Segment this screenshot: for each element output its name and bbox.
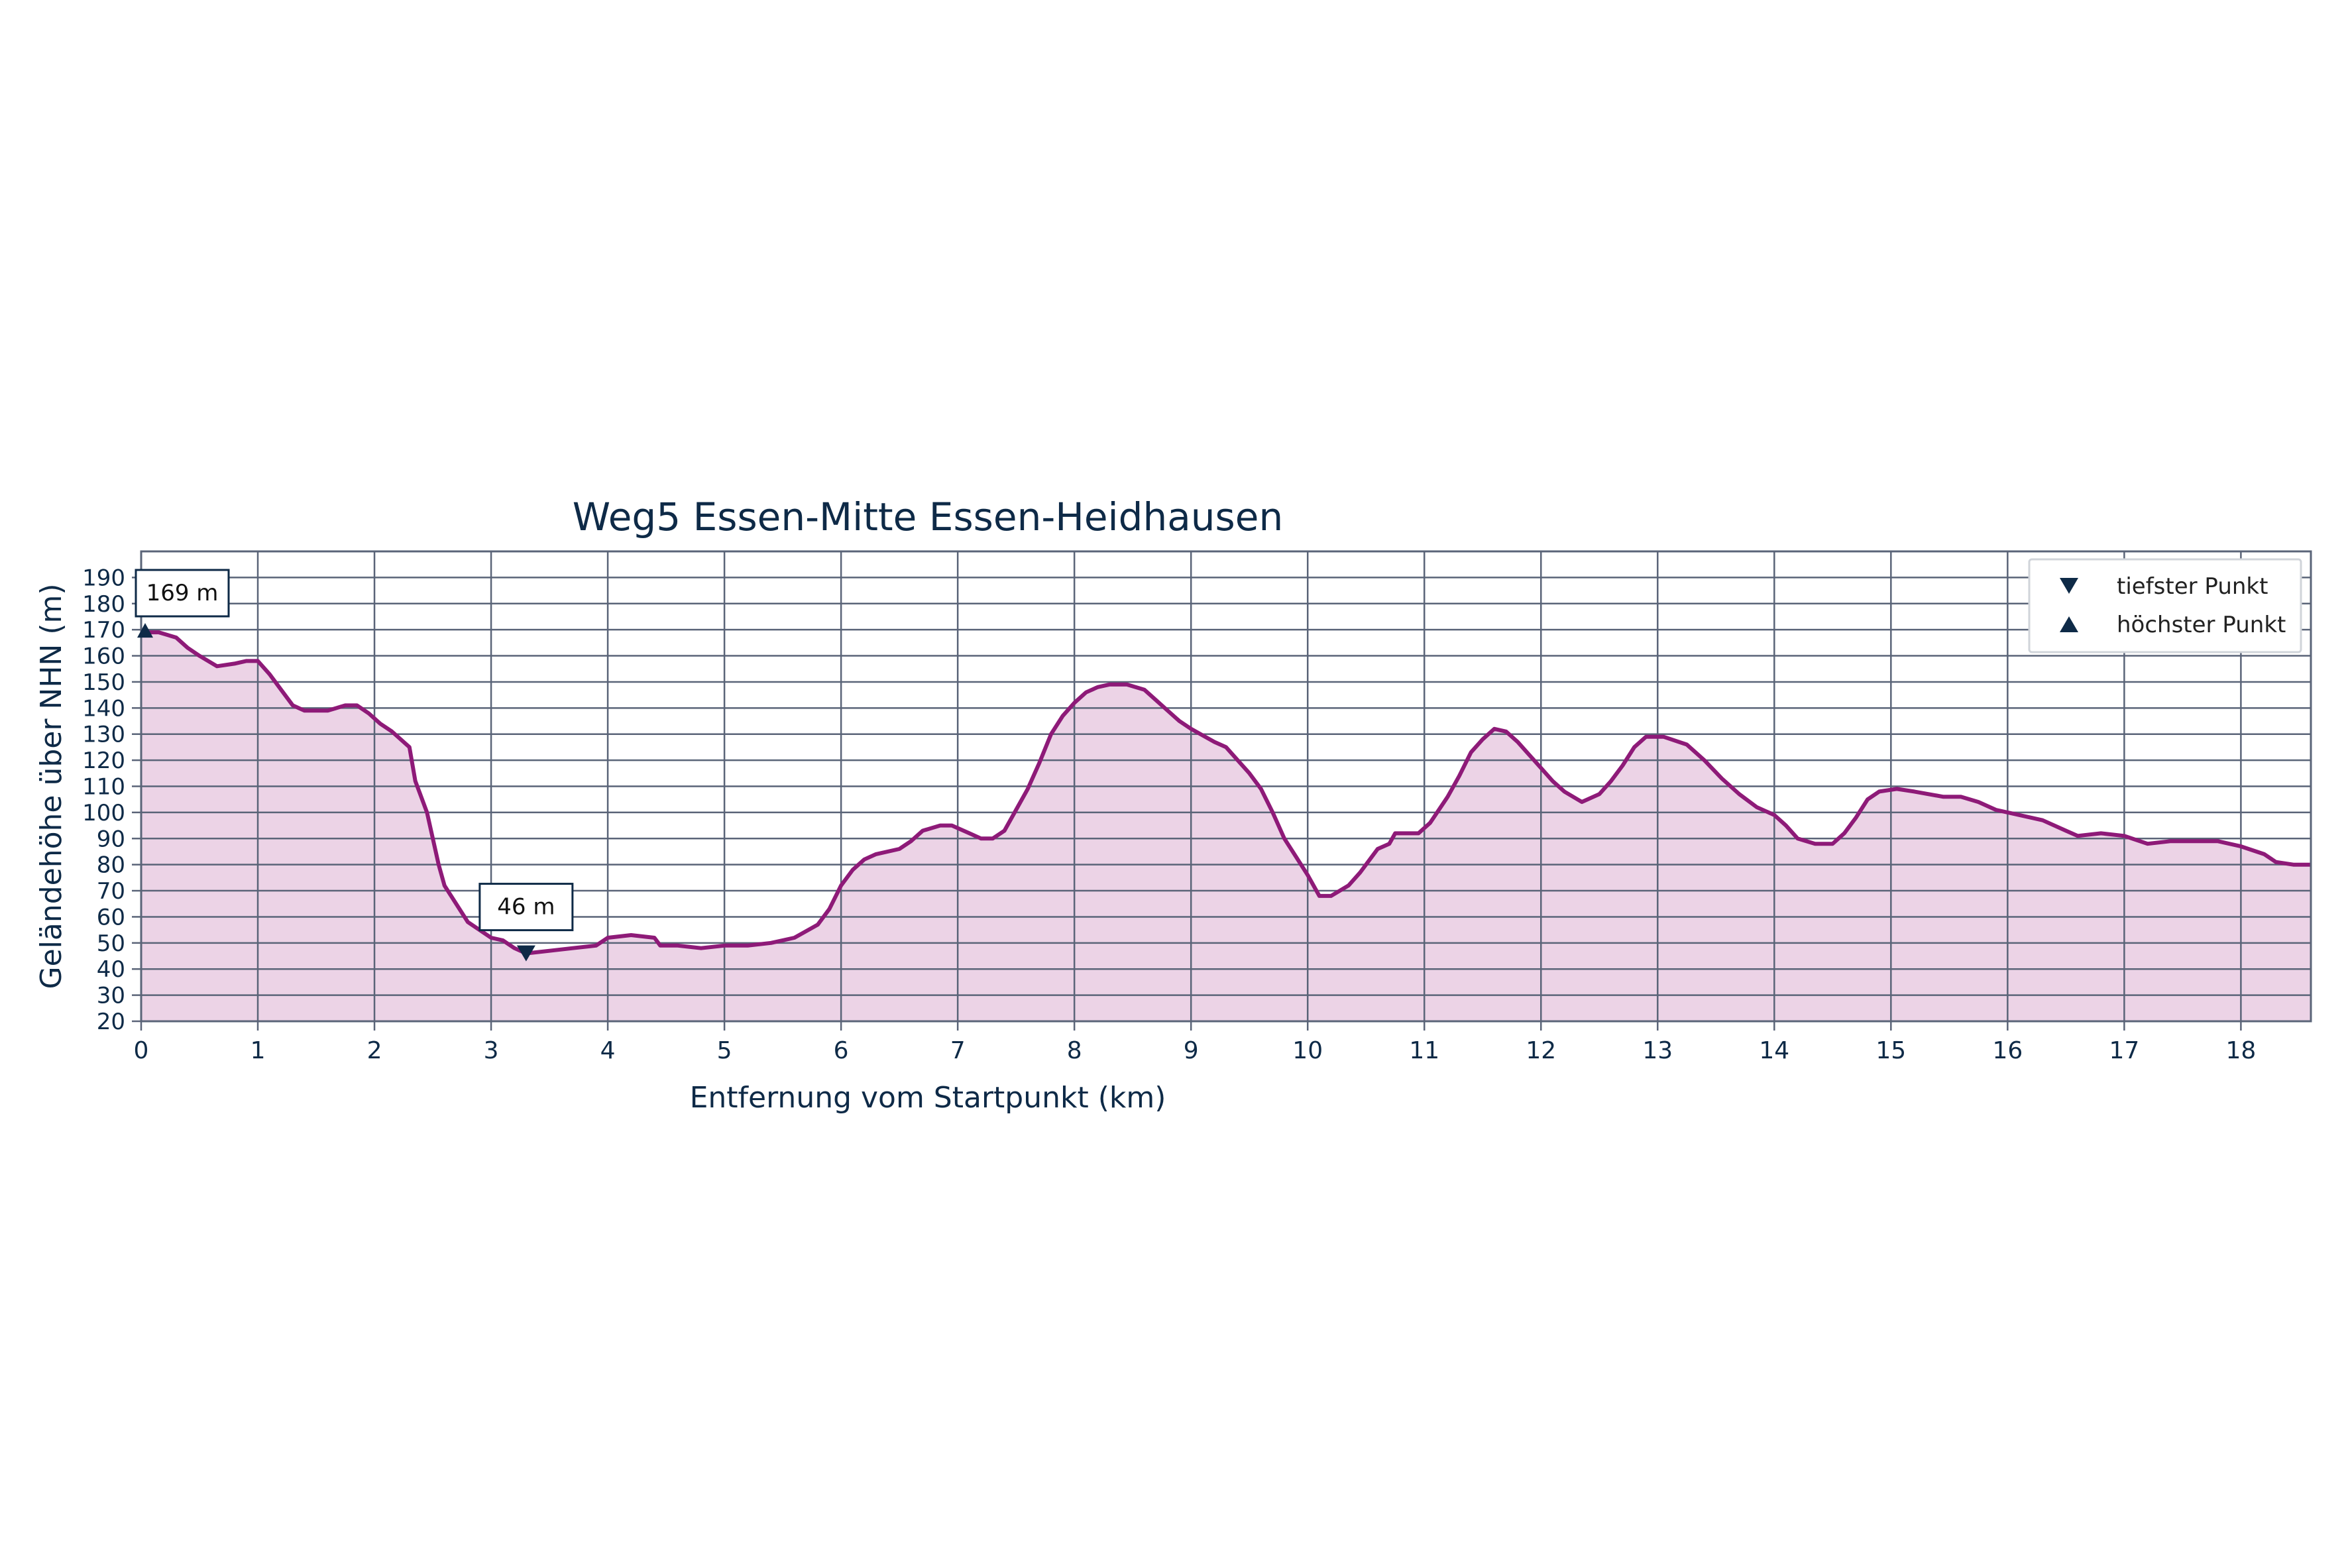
y-tick-label: 20 [97, 1009, 125, 1035]
elevation-area [141, 632, 2311, 1021]
legend-label: tiefster Punkt [2117, 573, 2268, 600]
min-label: 46 m [497, 894, 555, 921]
x-axis-label: Entfernung vom Startpunkt (km) [690, 1081, 1166, 1115]
x-tick-label: 15 [1875, 1037, 1906, 1064]
y-tick-label: 120 [82, 748, 125, 774]
y-tick-label: 160 [82, 644, 125, 670]
x-tick-label: 18 [2225, 1037, 2256, 1064]
x-tick-label: 7 [950, 1037, 966, 1064]
x-tick-label: 1 [251, 1037, 266, 1064]
y-tick-label: 50 [97, 930, 125, 957]
y-tick-label: 100 [82, 800, 125, 826]
y-tick-label: 140 [82, 695, 125, 722]
x-tick-label: 6 [834, 1037, 849, 1064]
x-tick-label: 9 [1184, 1037, 1199, 1064]
y-tick-label: 180 [82, 591, 125, 618]
y-tick-label: 110 [82, 774, 125, 801]
y-tick-label: 150 [82, 669, 125, 696]
y-tick-label: 130 [82, 722, 125, 748]
x-tick-label: 10 [1292, 1037, 1323, 1064]
x-tick-label: 8 [1067, 1037, 1082, 1064]
min-point-marker [516, 945, 535, 962]
y-tick-label: 60 [97, 904, 125, 930]
x-tick-label: 17 [2109, 1037, 2139, 1064]
y-tick-label: 170 [82, 617, 125, 644]
max-label: 169 m [146, 580, 219, 606]
max-label-box [135, 569, 230, 618]
y-tick-label: 40 [97, 956, 125, 983]
y-axis-label: Geländehöhe über NHN (m) [34, 583, 68, 989]
min-label-box [478, 883, 574, 932]
legend-max-marker [2060, 616, 2078, 632]
legend-min-marker [2060, 578, 2078, 594]
y-tick-label: 70 [97, 878, 125, 905]
x-tick-label: 11 [1409, 1037, 1439, 1064]
legend: tiefster Punkt höchster Punkt [2028, 558, 2302, 653]
max-point-marker [137, 623, 153, 638]
x-tick-label: 4 [600, 1037, 616, 1064]
y-tick-label: 190 [82, 565, 125, 591]
x-tick-label: 13 [1642, 1037, 1673, 1064]
x-tick-label: 14 [1759, 1037, 1789, 1064]
legend-box [2028, 558, 2302, 653]
x-tick-label: 3 [484, 1037, 499, 1064]
y-tick-label: 30 [97, 983, 125, 1009]
x-tick-label: 5 [717, 1037, 732, 1064]
chart-title: Weg5 Essen-Mitte Essen-Heidhausen [573, 494, 1283, 539]
y-tick-label: 90 [97, 826, 125, 852]
y-tick-label: 80 [97, 852, 125, 879]
x-tick-label: 12 [1526, 1037, 1556, 1064]
elevation-line [141, 630, 2311, 956]
x-tick-label: 16 [1992, 1037, 2023, 1064]
x-tick-label: 0 [134, 1037, 149, 1064]
x-tick-label: 2 [367, 1037, 382, 1064]
legend-label: höchster Punkt [2117, 612, 2286, 638]
